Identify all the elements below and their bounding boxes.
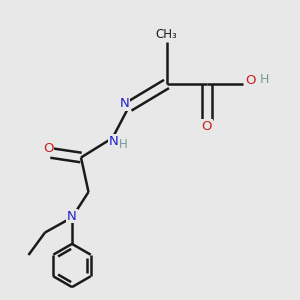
Text: O: O xyxy=(202,120,212,133)
Text: CH₃: CH₃ xyxy=(156,28,177,40)
Text: H: H xyxy=(118,137,127,151)
Text: N: N xyxy=(109,135,119,148)
Text: H: H xyxy=(260,73,269,86)
Text: O: O xyxy=(43,142,53,155)
Text: N: N xyxy=(67,209,77,223)
Text: O: O xyxy=(245,74,256,88)
Text: N: N xyxy=(120,97,129,110)
